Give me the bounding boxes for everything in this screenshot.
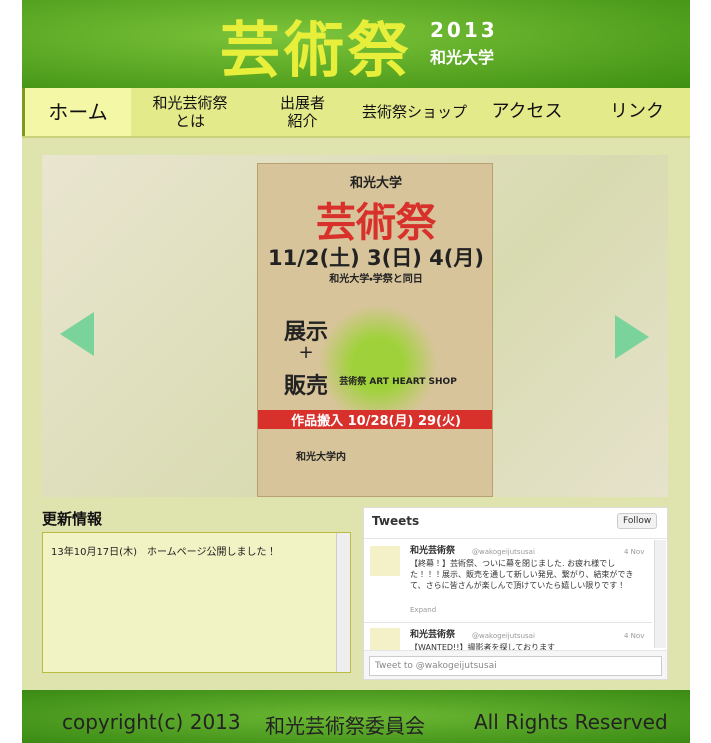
tweet-text: 【WANTED!!】撮影者を探しております: [410, 643, 555, 650]
poster-title: 芸術祭: [316, 200, 436, 246]
nav-item[interactable]: 芸術祭ショップ: [361, 103, 467, 121]
poster-text: 和光大学内: [296, 452, 346, 463]
poster-text: 和光大学: [349, 176, 402, 191]
rights: All Rights Reserved: [474, 710, 668, 734]
widget-title: Tweets: [372, 514, 420, 528]
news-title: 更新情報: [42, 510, 103, 528]
organization: 和光芸術祭委員会: [265, 714, 425, 738]
poster-text: +: [298, 342, 314, 363]
copyright: copyright(c) 2013: [62, 710, 241, 734]
expand-link[interactable]: Expand: [410, 606, 437, 614]
tweet-name[interactable]: 和光芸術祭: [410, 546, 456, 556]
header: 芸術祭 2013 和光大学: [22, 0, 690, 88]
nav: ホーム 和光芸術祭 とは 出展者 紹介 芸術祭ショップ アクセス リンク: [22, 88, 690, 138]
logo[interactable]: 芸術祭: [220, 16, 412, 86]
poster-text: 販売: [283, 374, 328, 399]
next-arrow[interactable]: [615, 315, 649, 359]
year: 2013: [430, 18, 498, 42]
tweet-date: 4 Nov: [624, 548, 645, 556]
university: 和光大学: [430, 48, 495, 67]
twitter-widget: Tweets Follow 和光芸術祭 @wakogeijutsusai 4 N…: [363, 507, 668, 680]
tweet-handle: @wakogeijutsusai: [472, 632, 535, 640]
tweet-name[interactable]: 和光芸術祭: [410, 630, 456, 640]
scrollbar[interactable]: [654, 540, 666, 648]
footer: copyright(c) 2013 和光芸術祭委員会 All Rights Re…: [22, 690, 690, 743]
divider: [364, 622, 652, 623]
avatar: [370, 546, 400, 576]
tweet-input[interactable]: Tweet to @wakogeijutsusai: [369, 656, 662, 676]
poster-deco: [318, 304, 438, 424]
poster-text: 作品搬入 10/28(月) 29(火): [258, 410, 492, 429]
news-box: 13年10月17日(木) ホームページ公開しました！: [42, 532, 351, 673]
poster-text: 展示: [283, 320, 328, 345]
nav-item[interactable]: リンク: [610, 101, 664, 122]
tweet-text: 【終幕！】芸術祭、ついに幕を閉じました. お疲れ様でした！！！展示、販売を通して…: [410, 559, 634, 590]
site: 芸術祭 2013 和光大学 ホーム 和光芸術祭 とは 出展者 紹介 芸術祭ショッ…: [22, 0, 690, 743]
poster-text: 11/2(土) 3(日) 4(月): [268, 246, 484, 270]
scrollbar[interactable]: [336, 533, 350, 672]
nav-item[interactable]: 出展者 紹介: [279, 94, 325, 130]
nav-item[interactable]: ホーム: [22, 88, 131, 136]
news-item: 13年10月17日(木) ホームページ公開しました！: [51, 547, 277, 558]
poster: 和光大学 芸術祭 11/2(土) 3(日) 4(月) 和光大学・学祭と同日 展示…: [257, 163, 493, 497]
tweet-handle: @wakogeijutsusai: [472, 548, 535, 556]
tweet-date: 4 Nov: [624, 632, 645, 640]
divider: [364, 538, 667, 539]
follow-button[interactable]: Follow: [617, 513, 658, 529]
poster-text: 芸術祭 ART HEART SHOP: [339, 377, 457, 387]
slideshow: 和光大学 芸術祭 11/2(土) 3(日) 4(月) 和光大学・学祭と同日 展示…: [42, 155, 668, 497]
prev-arrow[interactable]: [60, 312, 94, 356]
poster-text: 和光大学・学祭と同日: [329, 274, 423, 285]
nav-item[interactable]: 和光芸術祭 とは: [152, 94, 228, 130]
nav-item[interactable]: アクセス: [491, 101, 563, 122]
